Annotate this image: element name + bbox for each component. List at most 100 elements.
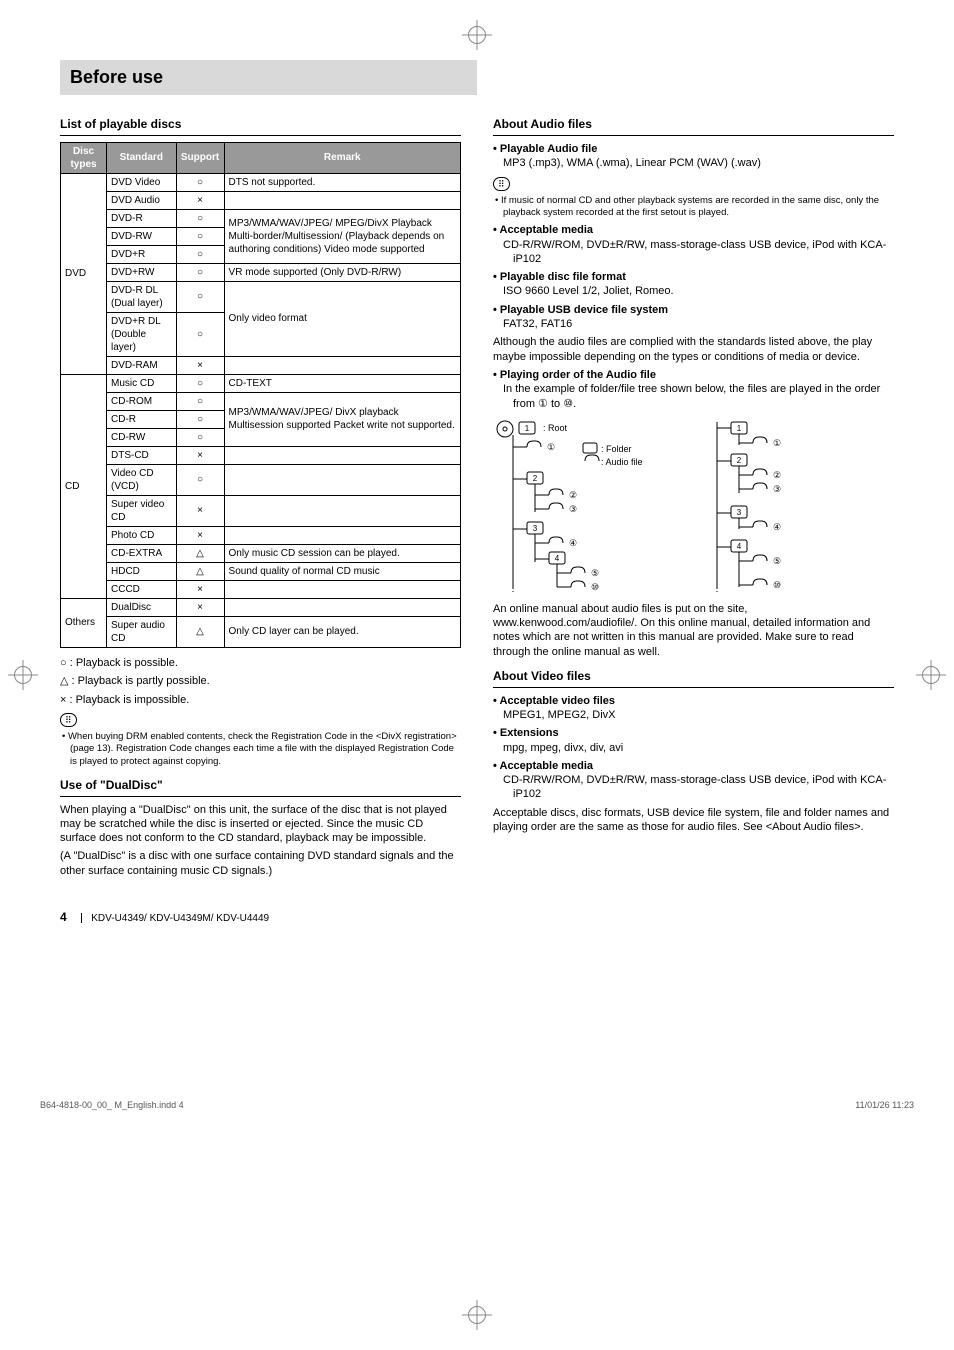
cell-standard: DVD Audio <box>107 191 177 209</box>
audio-item: Acceptable media CD-R/RW/ROM, DVD±R/RW, … <box>503 223 894 266</box>
cell-standard: Super video CD <box>107 495 177 526</box>
cell-support: ○ <box>176 312 224 356</box>
footer-models: KDV-U4349/ KDV-U4349M/ KDV-U4449 <box>91 913 269 924</box>
tree-right: 1 ① 2 ② ③ 3 ④ 4 <box>707 417 827 592</box>
item-label: Extensions <box>500 727 559 739</box>
cell-standard: DVD+R <box>107 245 177 263</box>
svg-text:⑩: ⑩ <box>773 580 781 590</box>
cell-remark: Only music CD session can be played. <box>224 544 460 562</box>
cell-support: × <box>176 580 224 598</box>
cell-support: ○ <box>176 209 224 227</box>
cell-standard: Super audio CD <box>107 616 177 647</box>
cell-remark <box>224 598 460 616</box>
outer-footer: B64-4818-00_00_ M_English.indd 4 11/01/2… <box>0 1100 954 1122</box>
video-item: Acceptable video files MPEG1, MPEG2, Div… <box>503 694 894 723</box>
video-heading: About Video files <box>493 669 894 688</box>
item-text: MPEG1, MPEG2, DivX <box>503 708 894 722</box>
tree-left: 1 : Root : Folder : Audio file ① 2 ② ③ <box>493 417 683 592</box>
svg-text:⑤: ⑤ <box>591 568 599 578</box>
play-order: Playing order of the Audio file In the e… <box>493 368 894 411</box>
cell-support: ○ <box>176 392 224 410</box>
cell-support: △ <box>176 616 224 647</box>
right-column: About Audio files Playable Audio file MP… <box>493 107 894 882</box>
cell-support: △ <box>176 562 224 580</box>
svg-text:2: 2 <box>533 474 538 483</box>
cell-types: Others <box>61 598 107 647</box>
cell-support: ○ <box>176 410 224 428</box>
item-label: Playable disc file format <box>500 271 626 283</box>
cell-standard: DualDisc <box>107 598 177 616</box>
svg-text:1: 1 <box>737 424 742 433</box>
video-item: Acceptable media CD-R/RW/ROM, DVD±R/RW, … <box>503 759 894 802</box>
item-text: CD-R/RW/ROM, DVD±R/RW, mass-storage-clas… <box>503 238 894 267</box>
cell-support: ○ <box>176 227 224 245</box>
cell-standard: CD-R <box>107 410 177 428</box>
outer-right: 11/01/26 11:23 <box>855 1100 914 1112</box>
item-text: CD-R/RW/ROM, DVD±R/RW, mass-storage-clas… <box>503 773 894 802</box>
cell-standard: DVD-RAM <box>107 356 177 374</box>
cell-remark: DTS not supported. <box>224 173 460 191</box>
drm-note: When buying DRM enabled contents, check … <box>60 731 461 768</box>
cell-remark: MP3/WMA/WAV/JPEG/ MPEG/DivX Playback Mul… <box>224 209 460 263</box>
svg-text:3: 3 <box>533 524 538 533</box>
legend-line: △ : Playback is partly possible. <box>60 674 461 688</box>
cell-standard: DVD Video <box>107 173 177 191</box>
cell-support: ○ <box>176 428 224 446</box>
item-text: FAT32, FAT16 <box>503 317 894 331</box>
cell-support: × <box>176 356 224 374</box>
note-icon: ⠿ <box>493 177 510 191</box>
list-discs-heading: List of playable discs <box>60 117 461 136</box>
audio-note: If music of normal CD and other playback… <box>493 195 894 220</box>
audio-paragraph: Although the audio files are complied wi… <box>493 335 894 364</box>
svg-text:⑩: ⑩ <box>591 582 599 592</box>
cell-standard: HDCD <box>107 562 177 580</box>
cell-support: ○ <box>176 263 224 281</box>
video-list: Acceptable video files MPEG1, MPEG2, Div… <box>493 694 894 802</box>
cell-standard: CD-EXTRA <box>107 544 177 562</box>
item-text: MP3 (.mp3), WMA (.wma), Linear PCM (WAV)… <box>503 156 894 170</box>
cell-remark: Only video format <box>224 281 460 356</box>
cell-remark <box>224 464 460 495</box>
legend-line: × : Playback is impossible. <box>60 693 461 707</box>
svg-text:3: 3 <box>737 508 742 517</box>
svg-text:①: ① <box>773 438 781 448</box>
th-standard: Standard <box>107 142 177 173</box>
audio-list-2: Acceptable media CD-R/RW/ROM, DVD±R/RW, … <box>493 223 894 331</box>
page-number: 4 <box>60 910 67 924</box>
cell-standard: DVD-RW <box>107 227 177 245</box>
item-text: mpg, mpeg, divx, div, avi <box>503 741 894 755</box>
svg-text:: Audio file: : Audio file <box>601 457 643 467</box>
cell-standard: CD-ROM <box>107 392 177 410</box>
cell-support: ○ <box>176 173 224 191</box>
svg-text:④: ④ <box>773 522 781 532</box>
cell-remark: MP3/WMA/WAV/JPEG/ DivX playback Multises… <box>224 392 460 446</box>
item-text: In the example of folder/file tree shown… <box>503 382 894 411</box>
cell-remark: Sound quality of normal CD music <box>224 562 460 580</box>
audio-heading: About Audio files <box>493 117 894 136</box>
dualdisc-p2: (A "DualDisc" is a disc with one surface… <box>60 849 461 878</box>
svg-text:④: ④ <box>569 538 577 548</box>
cell-remark <box>224 580 460 598</box>
svg-text:4: 4 <box>555 554 560 563</box>
audio-item: Playable Audio file MP3 (.mp3), WMA (.wm… <box>503 142 894 171</box>
cell-remark: Only CD layer can be played. <box>224 616 460 647</box>
cell-support: × <box>176 446 224 464</box>
cell-standard: DTS-CD <box>107 446 177 464</box>
legend-root: : Root <box>543 423 568 433</box>
cell-standard: DVD+RW <box>107 263 177 281</box>
cell-types: DVD <box>61 173 107 374</box>
th-remark: Remark <box>224 142 460 173</box>
svg-text:4: 4 <box>737 542 742 551</box>
item-label: Playing order of the Audio file <box>500 369 656 381</box>
cell-standard: CD-RW <box>107 428 177 446</box>
online-manual: An online manual about audio files is pu… <box>493 602 894 659</box>
svg-text:: Folder: : Folder <box>601 444 632 454</box>
cell-standard: Photo CD <box>107 526 177 544</box>
cell-remark <box>224 526 460 544</box>
note-icon: ⠿ <box>60 713 77 727</box>
svg-text:⑤: ⑤ <box>773 556 781 566</box>
cell-standard: DVD-R <box>107 209 177 227</box>
play-order-item: Playing order of the Audio file In the e… <box>503 368 894 411</box>
cell-remark <box>224 495 460 526</box>
audio-list: Playable Audio file MP3 (.mp3), WMA (.wm… <box>493 142 894 171</box>
